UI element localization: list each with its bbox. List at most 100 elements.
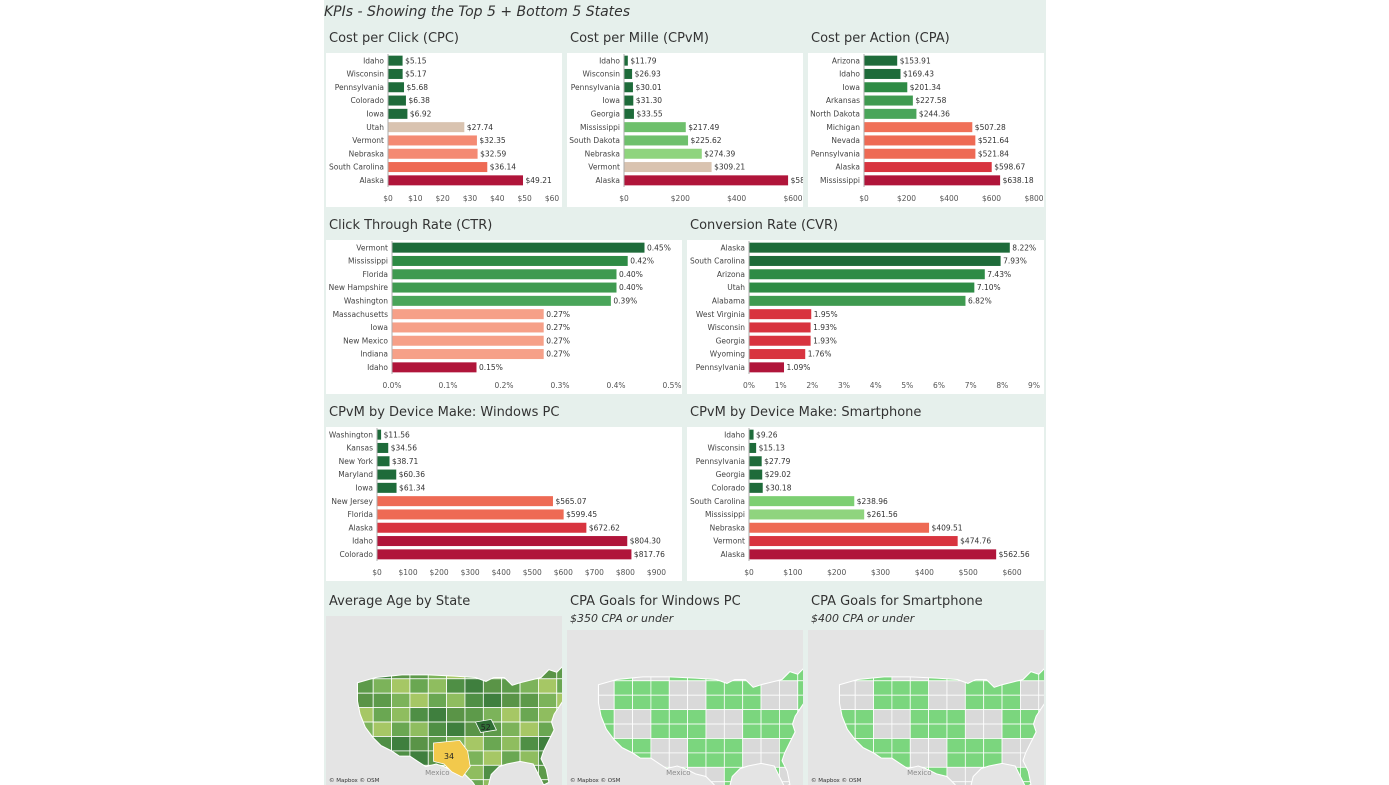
map-state-region[interactable] [946, 752, 966, 768]
cpvm_phone-bar[interactable] [749, 522, 930, 533]
ctr-bar[interactable] [392, 269, 617, 280]
map-state-region[interactable] [909, 709, 930, 725]
cpvm_pc-bar[interactable] [377, 549, 632, 560]
cpvm_pc-bar[interactable] [377, 429, 382, 440]
map-state-region[interactable] [779, 694, 799, 711]
map-state-region[interactable] [873, 723, 893, 739]
map-state-region[interactable] [650, 723, 670, 739]
map-state-region[interactable] [964, 694, 985, 711]
map-state-region[interactable] [538, 692, 558, 709]
map-state-region[interactable] [372, 692, 392, 709]
map-state-region[interactable] [909, 723, 930, 739]
cvr-bar[interactable] [749, 242, 1010, 253]
cpvm-windows-pc-chart[interactable]: Washington $11.56 Kansas $34.56 New York $38.… [326, 427, 682, 581]
map-state-region[interactable] [409, 678, 429, 694]
cpc-bar[interactable] [388, 122, 465, 133]
cpvm-bar[interactable] [624, 55, 628, 66]
map-state-region[interactable] [372, 707, 392, 723]
map-state-region[interactable] [964, 723, 985, 739]
map-state-region[interactable] [668, 694, 689, 711]
cpa-bar[interactable] [864, 82, 908, 93]
map-state-region[interactable] [983, 723, 1003, 739]
cpc-bar[interactable] [388, 55, 403, 66]
map-state-region[interactable] [538, 678, 558, 694]
cpa-bar[interactable] [864, 55, 898, 66]
map-state-region[interactable] [964, 738, 985, 754]
map-state-region[interactable] [873, 709, 893, 725]
max-age-region[interactable] [474, 718, 498, 733]
map-state-region[interactable] [391, 678, 411, 694]
map-state-region[interactable] [705, 781, 725, 785]
cpa-bar[interactable] [864, 95, 913, 106]
ctr-bar[interactable] [392, 362, 477, 373]
cpa-bar[interactable] [864, 108, 917, 119]
map-state-region[interactable] [668, 752, 689, 768]
map-state-region[interactable] [760, 723, 780, 739]
map-state-region[interactable] [482, 750, 503, 766]
map-state-region[interactable] [613, 709, 633, 725]
average-age-map[interactable]: 34 52 Mexico © Mapbox © OSM [326, 616, 562, 785]
cpa-bar[interactable] [864, 122, 973, 133]
map-state-region[interactable] [797, 694, 803, 711]
map-state-region[interactable] [964, 709, 985, 725]
map-state-region[interactable] [873, 738, 893, 754]
cpc-bar[interactable] [388, 82, 405, 93]
map-state-region[interactable] [928, 723, 948, 739]
ctr-chart[interactable]: Vermont 0.45% Mississippi 0.42% Florida 0.40%… [326, 240, 682, 394]
map-state-region[interactable] [1020, 694, 1040, 711]
map-state-region[interactable] [928, 752, 948, 768]
cvr-bar[interactable] [749, 295, 966, 306]
map-state-region[interactable] [928, 680, 948, 696]
map-state-region[interactable] [854, 680, 874, 696]
map-state-region[interactable] [1038, 680, 1044, 696]
map-state-region[interactable] [613, 680, 633, 696]
cpa-bar[interactable] [864, 162, 992, 173]
cpc-chart[interactable]: Idaho $5.15 Wisconsin $5.17 Pennsylvania $5.6… [326, 53, 562, 207]
map-state-region[interactable] [687, 738, 707, 754]
cpvm-bar[interactable] [624, 68, 633, 79]
map-state-region[interactable] [427, 707, 448, 723]
map-state-region[interactable] [1038, 694, 1044, 711]
map-state-region[interactable] [742, 709, 762, 725]
map-state-region[interactable] [760, 694, 780, 711]
ctr-bar[interactable] [392, 295, 611, 306]
map-state-region[interactable] [632, 723, 652, 739]
ctr-bar[interactable] [392, 242, 645, 253]
ctr-bar[interactable] [392, 335, 544, 346]
map-state-region[interactable] [705, 694, 725, 711]
map-state-region[interactable] [928, 738, 948, 754]
cpvm_pc-bar[interactable] [377, 509, 564, 520]
cpvm_phone-bar[interactable] [749, 429, 754, 440]
map-state-region[interactable] [632, 709, 652, 725]
map-state-region[interactable] [983, 709, 1003, 725]
cpvm_pc-bar[interactable] [377, 456, 390, 467]
cpc-bar[interactable] [388, 108, 408, 119]
map-state-region[interactable] [501, 721, 521, 737]
map-state-region[interactable] [723, 752, 744, 768]
map-state-region[interactable] [409, 692, 429, 709]
cpvm_pc-bar[interactable] [377, 522, 587, 533]
map-state-region[interactable] [742, 694, 762, 711]
cvr-bar[interactable] [749, 269, 985, 280]
map-state-region[interactable] [1001, 723, 1021, 739]
cpvm-bar[interactable] [624, 162, 712, 173]
map-state-region[interactable] [742, 738, 762, 754]
cvr-bar[interactable] [749, 362, 785, 373]
cpvm_pc-bar[interactable] [377, 482, 397, 493]
map-state-region[interactable] [1001, 694, 1021, 711]
map-state-region[interactable] [668, 723, 689, 739]
map-state-region[interactable] [928, 694, 948, 711]
map-state-region[interactable] [928, 709, 948, 725]
map-state-region[interactable] [391, 692, 411, 709]
map-state-region[interactable] [464, 736, 484, 752]
map-state-region[interactable] [946, 680, 966, 696]
map-state-region[interactable] [650, 694, 670, 711]
map-state-region[interactable] [779, 680, 799, 696]
map-state-region[interactable] [946, 723, 966, 739]
map-state-region[interactable] [891, 680, 911, 696]
map-state-region[interactable] [1020, 781, 1040, 785]
map-state-region[interactable] [891, 738, 911, 754]
map-state-region[interactable] [687, 694, 707, 711]
map-state-region[interactable] [464, 692, 484, 709]
cpc-bar[interactable] [388, 175, 524, 186]
